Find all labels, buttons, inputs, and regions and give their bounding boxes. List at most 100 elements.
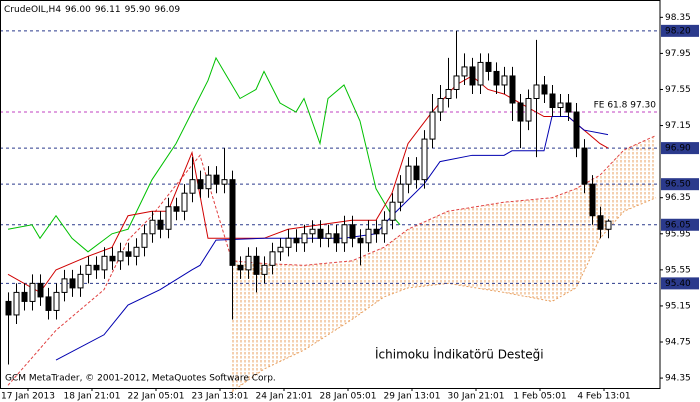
candle-body (77, 273, 84, 289)
chart-title: CrudeOIL,H4 96.00 96.11 95.90 96.09 (4, 5, 180, 15)
candle-body (405, 165, 412, 185)
candle-body (197, 179, 204, 190)
candle-body (213, 174, 220, 185)
candle-body (381, 219, 388, 235)
candle-body (317, 228, 324, 239)
ohlc-value: 96.09 (154, 5, 180, 15)
fibo-label: FE 61.8 97.30 (594, 101, 657, 111)
candle-body (445, 88, 452, 99)
x-tick-label: 23 Jan 13:01 (192, 392, 249, 402)
ohlc-value: 96.11 (95, 5, 121, 15)
y-tick-label: 98.35 (665, 13, 691, 23)
ohlc-value: 95.90 (125, 5, 151, 15)
y-tick-label: 94.35 (665, 374, 691, 384)
y-tick-label: 95.95 (665, 229, 691, 239)
candle-body (517, 102, 524, 122)
candle-body (549, 93, 556, 109)
candle-body (333, 233, 340, 244)
candle-body (301, 233, 308, 244)
candle-body (93, 264, 100, 271)
candle-body (413, 165, 420, 181)
candle-body (133, 246, 140, 257)
candle-body (253, 255, 260, 275)
candle-body (269, 251, 276, 266)
x-tick-label: 24 Jan 21:01 (256, 392, 313, 402)
y-tick-label: 96.35 (665, 193, 691, 203)
footer: GCM MetaTrader, © 2001-2012, MetaQuotes … (5, 374, 276, 384)
x-tick-label: 17 Jan 2013 (1, 392, 55, 402)
candle-body (149, 219, 156, 235)
candle-body (341, 224, 348, 244)
candle-body (237, 264, 244, 271)
ohlc-value: 96.00 (65, 5, 91, 15)
candle-body (565, 102, 572, 113)
candle-body (29, 282, 36, 302)
level-label: 96.05 (665, 220, 691, 230)
candle-body (509, 75, 516, 104)
senkou-span-a (7, 135, 657, 386)
x-tick-label: 1 Feb 05:01 (513, 392, 566, 402)
candle-body (525, 98, 532, 122)
candle-body (205, 174, 212, 190)
candle-body (101, 255, 108, 271)
candle-body (349, 224, 356, 239)
x-tick-label: 29 Jan 13:01 (384, 392, 441, 402)
candle-body (493, 70, 500, 86)
symbol: CrudeOIL,H4 (4, 5, 61, 15)
y-tick-label: 94.75 (665, 338, 691, 348)
candle-body (221, 179, 228, 185)
level-badge (661, 142, 699, 155)
candle-body (117, 251, 124, 262)
candle-body (189, 179, 196, 194)
candle-body (45, 296, 52, 311)
candle-body (157, 219, 164, 230)
candle-body (293, 237, 300, 244)
candle-body (421, 138, 428, 181)
candle-body (173, 206, 180, 212)
candle-body (429, 111, 436, 140)
y-tick-label: 97.15 (665, 121, 691, 131)
candle-body (181, 192, 188, 212)
candle-body (501, 75, 508, 86)
candle-body (141, 233, 148, 248)
y-tick-label: 95.55 (665, 265, 691, 275)
level-label: 95.40 (665, 279, 691, 289)
indicator-line (7, 56, 401, 253)
candle-body (309, 228, 316, 235)
candle-body (261, 264, 268, 275)
candle-body (165, 206, 172, 230)
candle-body (389, 201, 396, 221)
plot-frame (0, 0, 661, 389)
x-tick-label: 22 Jan 05:01 (128, 392, 185, 402)
candle-body (5, 300, 12, 316)
candle-body (21, 291, 28, 302)
candle-body (557, 102, 564, 109)
candle-body (229, 179, 236, 266)
candle-body (597, 215, 604, 230)
candle-body (533, 84, 540, 99)
x-tick-label: 30 Jan 21:01 (448, 392, 505, 402)
candle-body (461, 66, 468, 77)
candle-body (469, 66, 476, 86)
candle-body (573, 111, 580, 149)
candle-body (61, 278, 68, 293)
x-tick-label: 18 Jan 21:01 (64, 392, 121, 402)
candle-body (541, 84, 548, 95)
level-label: 96.90 (665, 144, 691, 154)
candle-body (589, 183, 596, 217)
ichimoku-cloud (232, 135, 656, 392)
candle-body (477, 61, 484, 86)
candle-body (437, 98, 444, 113)
candle-body (53, 291, 60, 311)
candle-body (397, 183, 404, 203)
y-tick-label: 95.15 (665, 301, 691, 311)
candle-body (245, 255, 252, 271)
candle-body (453, 75, 460, 90)
x-tick-label: 28 Jan 05:01 (320, 392, 377, 402)
candle-body (69, 278, 76, 289)
candle-body (285, 237, 292, 248)
level-label: 98.20 (665, 26, 691, 36)
candle-body (365, 228, 372, 244)
